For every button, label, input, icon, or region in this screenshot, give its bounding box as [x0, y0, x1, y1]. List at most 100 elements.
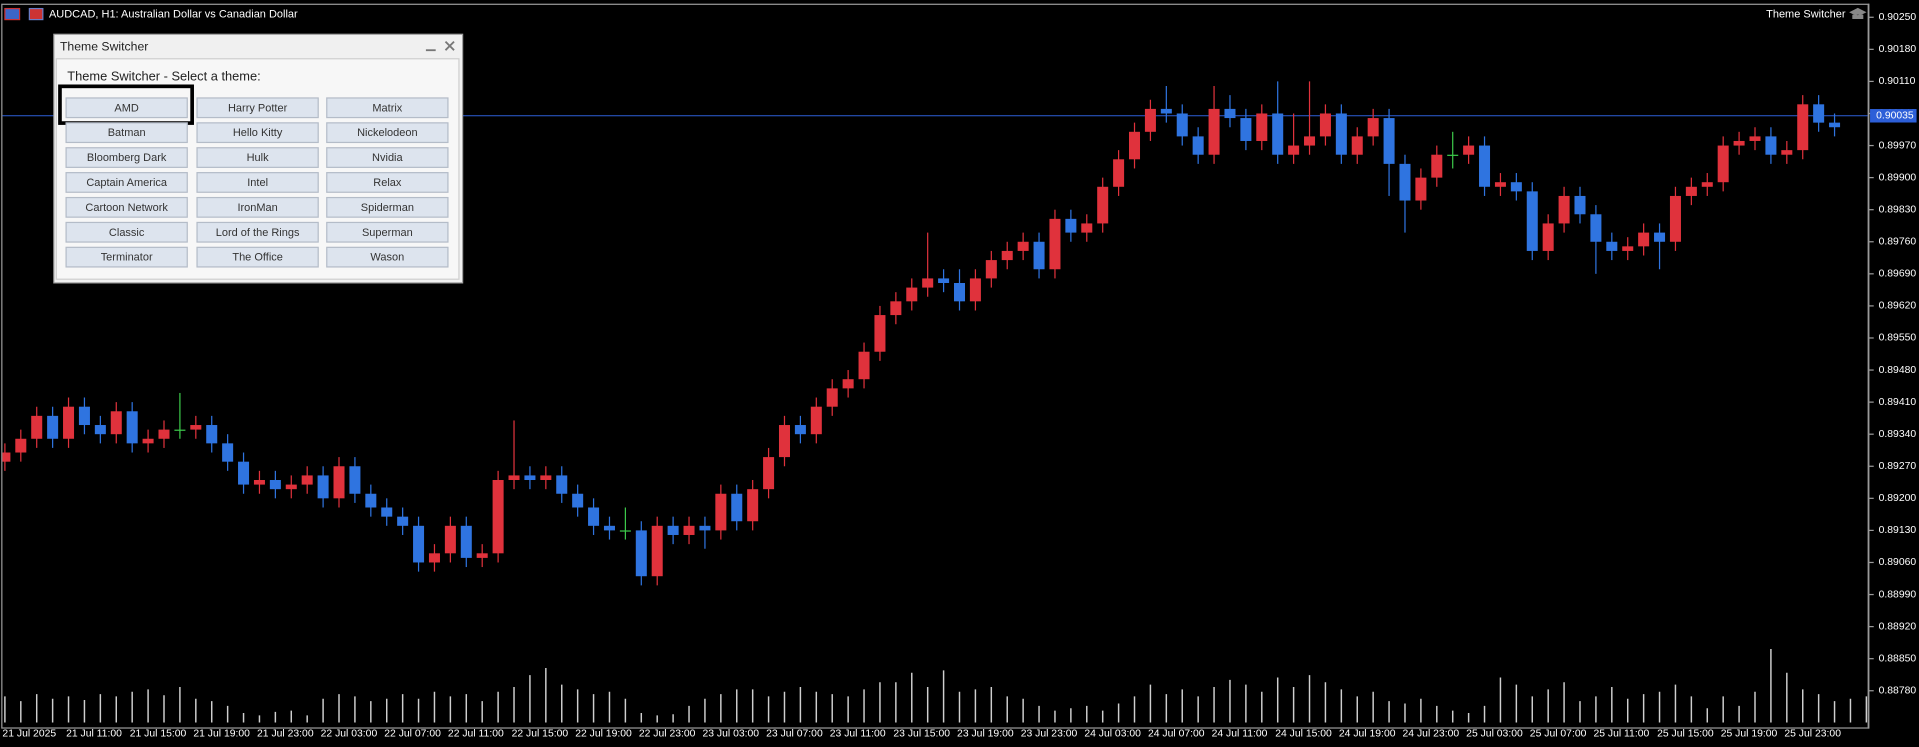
theme-button[interactable]: Relax: [326, 172, 449, 193]
candle-body: [397, 516, 409, 526]
theme-button[interactable]: Classic: [65, 221, 188, 243]
theme-button-face[interactable]: [326, 196, 449, 218]
theme-button-face[interactable]: [65, 246, 188, 268]
toolbar-icon[interactable]: [4, 7, 21, 21]
theme-button-face[interactable]: [326, 172, 449, 193]
x-tick-label: 21 Jul 19:00: [193, 728, 250, 739]
theme-button-label[interactable]: Nickelodeon: [357, 127, 418, 139]
candle-body: [381, 507, 393, 517]
theme-button-face[interactable]: [65, 97, 188, 119]
candle-body: [953, 282, 966, 302]
theme-button[interactable]: Matrix: [326, 97, 449, 119]
candle-body: [874, 315, 886, 352]
candle-body: [1654, 232, 1666, 242]
theme-button[interactable]: Wason: [326, 246, 449, 268]
candle-body: [1383, 118, 1395, 164]
theme-button-face[interactable]: [326, 147, 449, 168]
x-tick-label: 23 Jul 11:00: [830, 728, 886, 739]
theme-button[interactable]: Intel: [196, 172, 319, 193]
x-tick-label: 25 Jul 23:00: [1784, 728, 1841, 739]
theme-button-label[interactable]: Spiderman: [361, 202, 414, 214]
candle-body: [301, 475, 313, 485]
theme-button[interactable]: Captain America: [65, 172, 188, 193]
theme-button-label[interactable]: Relax: [373, 177, 402, 189]
price-line-tag: [1870, 109, 1917, 123]
theme-button-label[interactable]: AMD: [114, 102, 138, 114]
theme-button-label[interactable]: Matrix: [372, 102, 402, 114]
theme-button-label[interactable]: Hulk: [247, 152, 269, 164]
theme-button[interactable]: Nvidia: [326, 147, 449, 168]
theme-button-face[interactable]: [65, 221, 188, 243]
theme-button-label[interactable]: Superman: [362, 227, 413, 239]
theme-button[interactable]: IronMan: [196, 196, 319, 218]
theme-button[interactable]: Lord of the Rings: [196, 221, 319, 243]
candle-body: [349, 466, 361, 494]
theme-button-face[interactable]: [326, 246, 449, 268]
theme-button-face[interactable]: [196, 246, 319, 268]
theme-button[interactable]: Cartoon Network: [65, 196, 188, 218]
candle-body: [1829, 122, 1841, 128]
close-button[interactable]: [444, 40, 455, 51]
candle-body: [1749, 136, 1761, 141]
candle-body: [1606, 241, 1618, 251]
theme-button-face[interactable]: [196, 196, 319, 218]
theme-button-label[interactable]: Classic: [109, 227, 145, 239]
x-tick-label: 24 Jul 11:00: [1212, 728, 1268, 739]
candle-body: [1717, 145, 1729, 183]
theme-button[interactable]: Hulk: [196, 147, 319, 168]
theme-button-label[interactable]: Hello Kitty: [233, 127, 283, 139]
theme-button-face[interactable]: [326, 221, 449, 243]
theme-button[interactable]: The Office: [196, 246, 319, 268]
theme-button-face[interactable]: [65, 172, 188, 193]
theme-button-label[interactable]: The Office: [232, 252, 283, 264]
candle-body: [1288, 145, 1300, 155]
theme-button[interactable]: Nickelodeon: [326, 122, 449, 144]
theme-button-label[interactable]: Wason: [370, 252, 404, 264]
theme-button[interactable]: Batman: [65, 122, 188, 144]
theme-button-face[interactable]: [65, 147, 188, 168]
candle-body: [1097, 186, 1109, 224]
x-tick-label: 21 Jul 23:00: [257, 728, 314, 739]
theme-button-face[interactable]: [196, 97, 319, 119]
theme-button-label[interactable]: Captain America: [86, 177, 168, 189]
theme-button-face[interactable]: [196, 147, 319, 168]
toolbar-icon[interactable]: [28, 7, 44, 21]
candle-body: [1017, 241, 1029, 251]
theme-button[interactable]: Bloomberg Dark: [65, 147, 188, 168]
y-tick-label: 0.89900: [1879, 172, 1917, 183]
theme-button[interactable]: Spiderman: [326, 196, 449, 218]
theme-button-face[interactable]: [196, 122, 319, 144]
plot-area: [2, 81, 1868, 723]
candle-body: [1510, 182, 1522, 192]
y-tick-label: 0.89480: [1879, 365, 1917, 376]
theme-button[interactable]: Harry Potter: [196, 97, 319, 119]
y-tick-label: 0.89340: [1879, 429, 1917, 440]
theme-button[interactable]: Superman: [326, 221, 449, 243]
theme-button-label[interactable]: Batman: [108, 127, 146, 139]
theme-button-label[interactable]: Bloomberg Dark: [87, 152, 167, 164]
theme-button-face[interactable]: [65, 196, 188, 218]
candle-body: [31, 415, 43, 439]
candle-body: [747, 489, 759, 522]
theme-button-label[interactable]: Lord of the Rings: [216, 227, 300, 239]
theme-button-face[interactable]: [196, 172, 319, 193]
theme-button-face[interactable]: [65, 122, 188, 144]
theme-button[interactable]: Terminator: [65, 246, 188, 268]
x-tick-label: 25 Jul 07:00: [1530, 728, 1587, 739]
candle-body: [1113, 159, 1125, 187]
theme-button-label[interactable]: Cartoon Network: [85, 202, 168, 214]
theme-button-label[interactable]: Intel: [247, 177, 268, 189]
theme-button-face[interactable]: [326, 122, 449, 144]
theme-button[interactable]: AMD: [65, 97, 188, 119]
y-tick-label: 0.90180: [1879, 44, 1917, 55]
theme-button-label[interactable]: Terminator: [101, 252, 153, 264]
theme-button-face[interactable]: [326, 97, 449, 119]
theme-button-label[interactable]: IronMan: [237, 202, 277, 214]
theme-button[interactable]: Hello Kitty: [196, 122, 319, 144]
theme-button-label[interactable]: Nvidia: [372, 152, 403, 164]
theme-button-label[interactable]: Harry Potter: [228, 102, 288, 114]
x-tick-label: 25 Jul 15:00: [1657, 728, 1714, 739]
theme-button-face[interactable]: [196, 221, 319, 243]
candle-body: [842, 379, 854, 389]
candle-body: [1558, 195, 1570, 224]
